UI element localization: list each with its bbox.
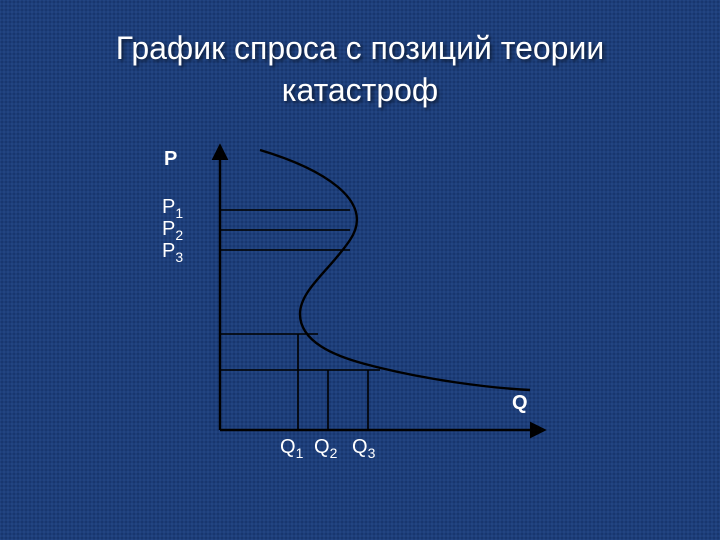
chart-container: P Q P1 P2 P3 Q1 Q2 Q3 (190, 140, 550, 460)
slide: График спроса с позиций теории катастроф… (0, 0, 720, 540)
axis-label-p: P (164, 148, 177, 171)
label-q1: Q1 (280, 436, 303, 461)
label-p3: P3 (162, 240, 183, 265)
axis-label-q: Q (512, 392, 528, 415)
label-q3: Q3 (352, 436, 375, 461)
chart-svg (190, 140, 550, 460)
label-q2: Q2 (314, 436, 337, 461)
slide-title: График спроса с позиций теории катастроф (0, 28, 720, 111)
